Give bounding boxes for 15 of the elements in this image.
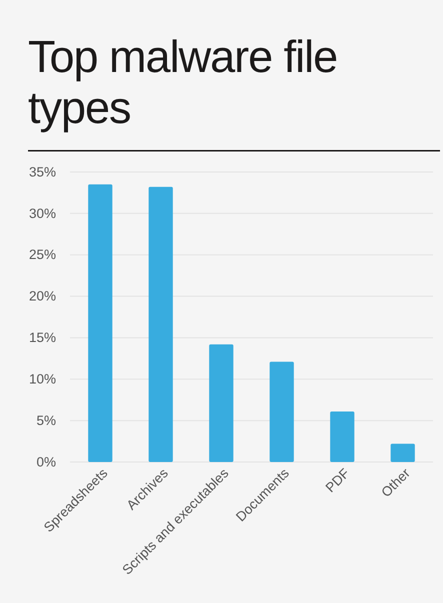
y-tick-label: 20% [28,288,56,304]
bar [209,344,234,462]
y-tick-label: 30% [28,206,56,221]
bar [270,362,294,462]
y-tick-label: 15% [28,330,56,346]
y-tick-label: 35% [28,164,56,180]
chart-title: Top malware file types [28,31,338,133]
bar [390,444,415,462]
bar [148,186,173,462]
bar [330,411,354,462]
y-tick-label: 10% [28,371,56,386]
y-tick-label: 5% [36,412,56,428]
bar [88,184,112,462]
y-tick-label: 25% [28,247,56,262]
y-tick-label: 0% [36,454,56,470]
